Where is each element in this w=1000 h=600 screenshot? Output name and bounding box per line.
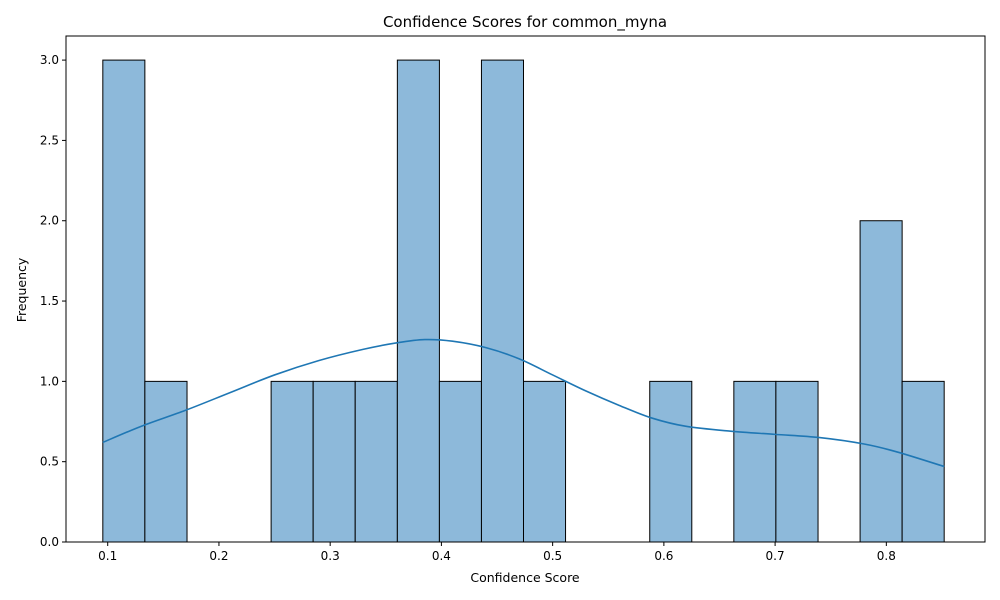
histogram-bar <box>522 380 567 543</box>
bars-group <box>102 59 945 543</box>
histogram-bar <box>312 380 356 543</box>
histogram-bar <box>438 380 482 543</box>
histogram-bar <box>102 59 146 543</box>
y-tick-label: 1.0 <box>40 374 59 388</box>
y-axis-label: Frequency <box>14 257 29 322</box>
y-tick-label: 3.0 <box>40 53 59 67</box>
histogram-bar <box>649 380 693 543</box>
x-tick-label: 0.2 <box>209 549 228 563</box>
histogram-bar <box>480 59 524 543</box>
x-tick-label: 0.8 <box>877 549 896 563</box>
histogram-bar <box>144 380 188 543</box>
x-tick-label: 0.5 <box>543 549 562 563</box>
x-tick-label: 0.6 <box>654 549 673 563</box>
y-tick-label: 2.0 <box>40 214 59 228</box>
kde-curve <box>102 338 945 468</box>
y-tick-label: 0.0 <box>40 535 59 549</box>
x-tick-label: 0.1 <box>98 549 117 563</box>
histogram-bar <box>859 220 903 543</box>
y-tick-label: 2.5 <box>40 133 59 147</box>
y-tick-label: 0.5 <box>40 455 59 469</box>
x-tick-label: 0.4 <box>432 549 451 563</box>
histogram-bar <box>270 380 314 543</box>
x-axis-ticks: 0.1 0.2 0.3 0.4 0.5 0.6 0.7 0.8 <box>98 542 896 563</box>
histogram-bar <box>354 380 398 543</box>
x-tick-label: 0.3 <box>321 549 340 563</box>
y-axis-ticks: 0.0 0.5 1.0 1.5 2.0 2.5 3.0 <box>40 53 66 549</box>
chart-title: Confidence Scores for common_myna <box>383 13 667 32</box>
histogram-bar <box>901 380 945 543</box>
plot-frame <box>65 35 986 543</box>
histogram-bar <box>775 380 819 543</box>
histogram-bar <box>733 380 777 543</box>
x-axis-label: Confidence Score <box>470 570 580 585</box>
x-tick-label: 0.7 <box>766 549 785 563</box>
histogram-bar <box>396 59 440 543</box>
y-tick-label: 1.5 <box>40 294 59 308</box>
